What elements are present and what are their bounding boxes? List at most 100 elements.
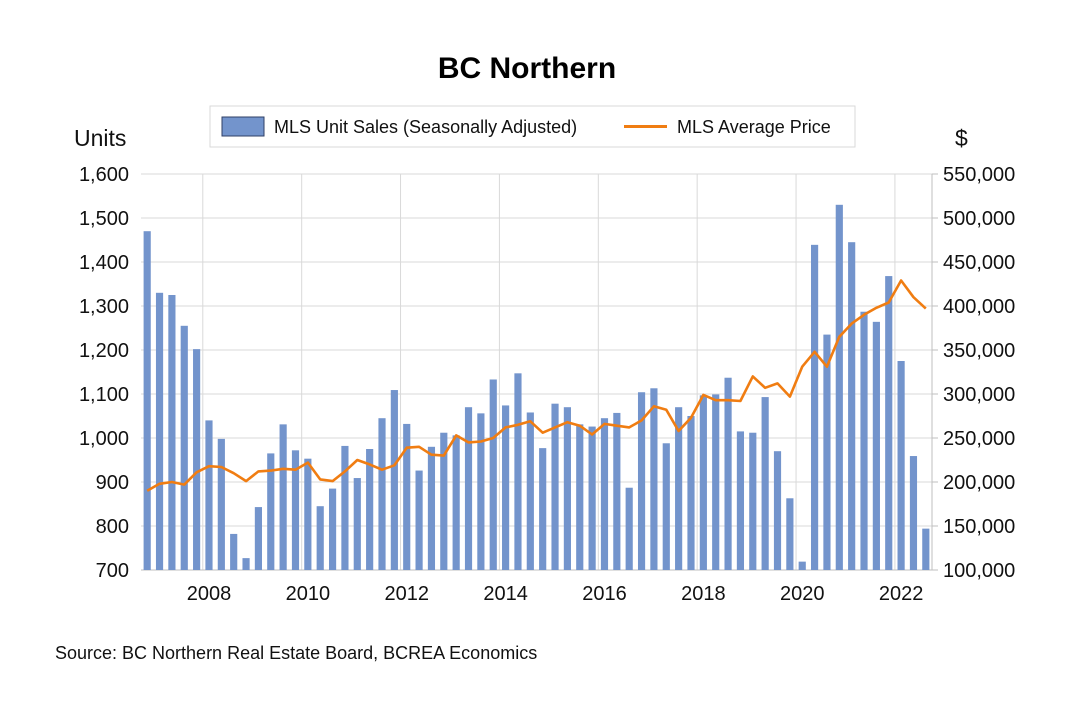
right-tick-label: 100,000 — [943, 560, 1015, 582]
bar — [860, 311, 868, 570]
bar — [341, 445, 349, 570]
bar — [155, 292, 164, 570]
bar — [304, 458, 312, 570]
bar — [415, 470, 423, 570]
x-tick-label: 2010 — [286, 583, 331, 605]
line-series — [146, 279, 927, 492]
bar — [452, 435, 460, 570]
bar — [613, 412, 621, 570]
legend-line-label: MLS Average Price — [677, 117, 831, 137]
bar — [637, 392, 646, 570]
gridlines — [141, 173, 932, 571]
left-tick-label: 900 — [96, 472, 129, 494]
bar — [823, 334, 831, 570]
bar — [217, 438, 225, 570]
left-tick-label: 1,300 — [79, 296, 129, 318]
x-axis-ticks: 2008 2010 2012 2014 2016 2018 2020 2022 — [187, 583, 924, 605]
bar — [909, 456, 918, 570]
bar — [687, 416, 695, 570]
left-tick-label: 1,200 — [79, 340, 129, 362]
left-axis-title: Units — [74, 125, 126, 151]
bar — [749, 432, 757, 570]
bar — [267, 453, 275, 570]
right-tick-label: 350,000 — [943, 340, 1015, 362]
bar — [551, 403, 559, 570]
bar — [539, 448, 547, 570]
bar — [464, 407, 473, 570]
bar — [724, 377, 732, 570]
left-tick-label: 1,600 — [79, 164, 129, 186]
bar — [588, 426, 596, 570]
left-axis-ticks: 700 800 900 1,000 1,100 1,200 1,300 1,400 1,500 1… — [79, 164, 129, 582]
legend-bar-swatch — [221, 116, 265, 137]
bar — [193, 349, 201, 570]
bar — [316, 506, 324, 570]
x-tick-label: 2016 — [582, 583, 627, 605]
left-tick-label: 1,500 — [79, 208, 129, 230]
bar — [675, 407, 683, 570]
bar — [230, 533, 238, 570]
right-tick-label: 550,000 — [943, 164, 1015, 186]
bar — [378, 418, 386, 570]
left-tick-label: 800 — [96, 516, 129, 538]
bar — [712, 394, 720, 570]
bar — [897, 361, 905, 570]
bar — [403, 423, 411, 570]
left-tick-label: 700 — [96, 560, 129, 582]
bar — [922, 528, 930, 570]
legend-bar-label: MLS Unit Sales (Seasonally Adjusted) — [274, 117, 577, 137]
bar — [872, 321, 880, 570]
bar — [786, 498, 794, 570]
bar — [811, 244, 819, 570]
right-tick-label: 500,000 — [943, 208, 1015, 230]
bar — [576, 424, 584, 570]
bar — [773, 451, 782, 570]
bar — [600, 418, 609, 570]
x-tick-label: 2020 — [780, 583, 825, 605]
bar — [835, 204, 843, 571]
left-tick-label: 1,000 — [79, 428, 129, 450]
right-tick-label: 400,000 — [943, 296, 1015, 318]
bar — [279, 424, 287, 570]
right-axis-title: $ — [955, 125, 968, 151]
bar — [885, 276, 893, 570]
right-axis-ticks: 100,000 150,000 200,000 250,000 300,000 350,0… — [931, 164, 1015, 582]
bar — [390, 390, 398, 570]
bar-series — [143, 204, 930, 571]
right-tick-label: 450,000 — [943, 252, 1015, 274]
x-tick-label: 2014 — [483, 583, 528, 605]
bar — [489, 379, 497, 570]
bar — [502, 405, 510, 570]
bar — [761, 397, 769, 570]
left-tick-label: 1,400 — [79, 252, 129, 274]
bar — [650, 388, 658, 570]
bar — [848, 242, 856, 570]
right-tick-label: 250,000 — [943, 428, 1015, 450]
bar — [563, 407, 571, 570]
x-tick-label: 2022 — [879, 583, 924, 605]
bar — [625, 487, 633, 570]
bar — [427, 446, 436, 570]
bar — [366, 449, 374, 570]
bar — [477, 413, 485, 570]
source-note: Source: BC Northern Real Estate Board, B… — [55, 643, 537, 663]
bar — [699, 395, 707, 570]
right-tick-label: 300,000 — [943, 384, 1015, 406]
bar — [254, 507, 262, 570]
bar — [662, 443, 670, 570]
bar — [353, 478, 361, 570]
bar — [514, 373, 522, 570]
x-tick-label: 2018 — [681, 583, 726, 605]
bar — [180, 325, 188, 570]
legend-box — [209, 105, 856, 148]
price-line — [146, 279, 927, 492]
x-tick-label: 2012 — [384, 583, 429, 605]
chart-title: BC Northern — [438, 52, 616, 85]
x-tick-label: 2008 — [187, 583, 232, 605]
left-tick-label: 1,100 — [79, 384, 129, 406]
right-tick-label: 150,000 — [943, 516, 1015, 538]
bar — [736, 431, 745, 570]
legend: MLS Unit Sales (Seasonally Adjusted) MLS… — [209, 105, 856, 148]
bar — [526, 412, 534, 570]
